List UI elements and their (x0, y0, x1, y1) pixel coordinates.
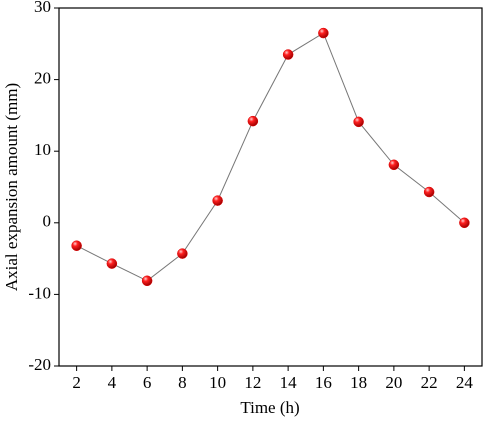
data-point (459, 217, 470, 229)
data-point (106, 258, 118, 269)
data-point (177, 248, 188, 259)
x-axis-label: Time (h) (240, 398, 299, 417)
x-tick-label: 14 (280, 373, 298, 392)
data-point (141, 275, 153, 287)
x-tick-label: 24 (456, 373, 474, 392)
y-tick-label: -10 (28, 283, 51, 302)
data-point (212, 195, 223, 206)
series-line (76, 32, 465, 282)
x-tick-label: 4 (108, 373, 117, 392)
y-tick-label: 30 (34, 0, 51, 16)
x-tick-label: 6 (143, 373, 152, 392)
data-point (71, 240, 82, 251)
data-point (247, 115, 259, 127)
x-tick-label: 8 (178, 373, 187, 392)
x-tick-label: 10 (209, 373, 226, 392)
x-tick-label: 2 (72, 373, 81, 392)
x-tick-label: 12 (244, 373, 261, 392)
y-tick-label: 10 (34, 140, 51, 159)
x-tick-label: 22 (421, 373, 438, 392)
y-tick-label: 0 (43, 212, 52, 231)
data-point (282, 49, 294, 60)
y-tick-label: -20 (28, 355, 51, 374)
plot-frame (58, 7, 483, 367)
data-point (423, 186, 435, 198)
data-point (388, 159, 400, 171)
x-tick-label: 16 (315, 373, 332, 392)
data-point (353, 116, 364, 128)
y-tick-label: 20 (34, 69, 51, 88)
data-point (318, 27, 329, 39)
y-axis-label: Axial expansion amount (mm) (2, 83, 21, 291)
x-tick-label: 18 (350, 373, 367, 392)
x-tick-label: 20 (385, 373, 402, 392)
